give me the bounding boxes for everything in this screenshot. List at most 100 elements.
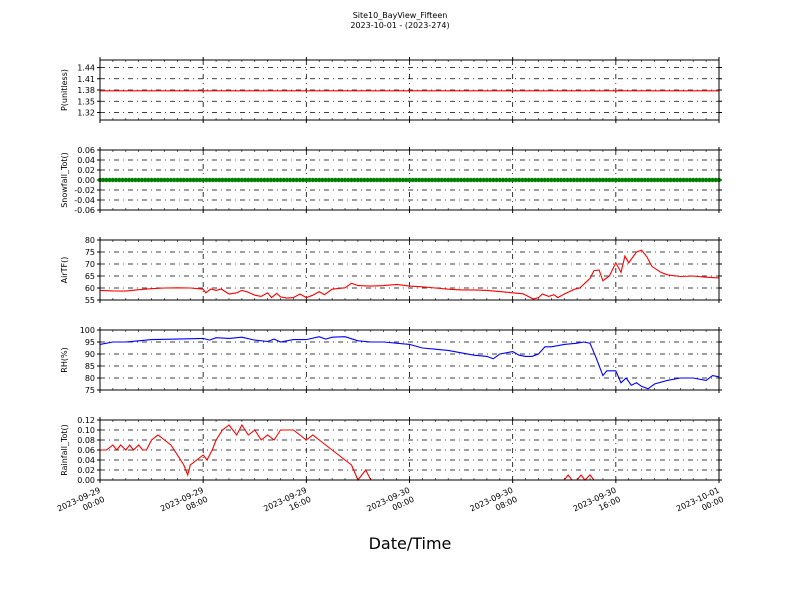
- data-point: [123, 177, 128, 183]
- data-point: [545, 177, 551, 183]
- panel-frame: [99, 149, 720, 211]
- y-tick-label: 100: [80, 326, 95, 335]
- data-point: [146, 177, 151, 183]
- data-point: [558, 177, 564, 183]
- data-point: [562, 177, 567, 183]
- data-point: [703, 177, 709, 183]
- data-point: [358, 177, 364, 183]
- data-point: [504, 177, 509, 183]
- y-tick-label: 1.32: [77, 109, 95, 118]
- panel-frame: [99, 329, 720, 391]
- data-point: [333, 177, 338, 183]
- data-point: [484, 177, 490, 183]
- figure-subtitle: 2023-10-01 - (2023-274): [350, 21, 450, 30]
- data-point: [587, 177, 593, 183]
- data-point: [265, 177, 270, 183]
- data-point: [126, 177, 132, 183]
- y-tick-label: 80: [85, 374, 95, 383]
- data-point: [526, 177, 531, 183]
- panel-1: 1.32 1.35 1.38 1.41 1.44 P(unitless): [60, 57, 722, 123]
- data-point: [317, 177, 322, 183]
- data-point: [616, 177, 622, 183]
- y-tick-label: 85: [85, 362, 95, 371]
- data-point: [691, 177, 696, 183]
- data-point: [594, 177, 599, 183]
- data-point: [246, 177, 251, 183]
- data-point: [468, 177, 473, 183]
- panel-2: -0.06-0.04-0.020.000.020.040.06 Snowfall_…: [60, 146, 722, 215]
- data-point: [252, 177, 257, 183]
- data-point: [217, 177, 222, 183]
- data-point: [607, 177, 612, 183]
- data-point: [307, 177, 312, 183]
- data-point: [352, 177, 357, 183]
- data-point: [697, 177, 702, 183]
- data-point: [213, 177, 219, 183]
- data-point: [668, 177, 673, 183]
- data-point: [649, 177, 654, 183]
- data-point: [500, 177, 506, 183]
- data-point: [584, 177, 590, 183]
- y-tick-label: -0.02: [74, 186, 95, 195]
- data-point: [136, 177, 141, 183]
- data-point: [168, 177, 174, 183]
- panel-frame: [99, 239, 720, 301]
- data-point: [397, 177, 403, 183]
- y-tick-label: 0.00: [77, 176, 95, 185]
- data-point: [529, 177, 535, 183]
- data-point: [642, 177, 648, 183]
- data-point: [513, 177, 519, 183]
- data-point: [152, 177, 158, 183]
- data-point: [620, 177, 625, 183]
- y-tick-label: 0.04: [77, 456, 95, 465]
- data-point: [452, 177, 457, 183]
- data-point: [597, 177, 602, 183]
- data-point: [258, 177, 264, 183]
- data-point: [510, 177, 515, 183]
- y-tick-label: 1.44: [77, 64, 95, 73]
- data-point: [494, 177, 499, 183]
- data-point: [574, 177, 580, 183]
- data-point: [707, 177, 712, 183]
- data-point: [288, 177, 293, 183]
- data-point: [194, 177, 199, 183]
- data-point: [671, 177, 677, 183]
- data-point: [497, 177, 502, 183]
- data-point: [200, 177, 206, 183]
- y-axis-label: RH(%): [60, 347, 69, 372]
- data-point: [371, 177, 377, 183]
- data-point: [329, 177, 335, 183]
- data-point: [184, 177, 190, 183]
- data-point: [391, 177, 396, 183]
- data-point: [336, 177, 341, 183]
- data-point: [297, 177, 303, 183]
- data-point: [110, 177, 116, 183]
- series-line-3: [99, 249, 720, 300]
- panel-3: 55 60 65 70 75 80 AirTF(): [60, 236, 722, 305]
- data-point: [684, 177, 689, 183]
- data-point: [181, 177, 187, 183]
- data-point: [133, 177, 138, 183]
- data-point: [233, 177, 238, 183]
- data-point: [465, 177, 470, 183]
- data-point: [523, 177, 528, 183]
- data-point: [339, 177, 344, 183]
- data-point: [155, 177, 161, 183]
- data-point: [433, 177, 438, 183]
- data-point: [162, 177, 167, 183]
- data-point: [271, 177, 277, 183]
- data-point: [342, 177, 348, 183]
- y-tick-label: 1.35: [77, 97, 95, 106]
- data-point: [210, 177, 216, 183]
- data-point: [565, 177, 570, 183]
- data-point: [384, 177, 390, 183]
- y-axis-label: P(unitless): [60, 69, 69, 111]
- data-point: [404, 177, 409, 183]
- data-point: [326, 177, 332, 183]
- data-point: [323, 177, 328, 183]
- panel-5: 0.000.020.040.060.080.100.12 Rainfall_Tot…: [60, 416, 722, 485]
- panel-frame: [99, 419, 720, 481]
